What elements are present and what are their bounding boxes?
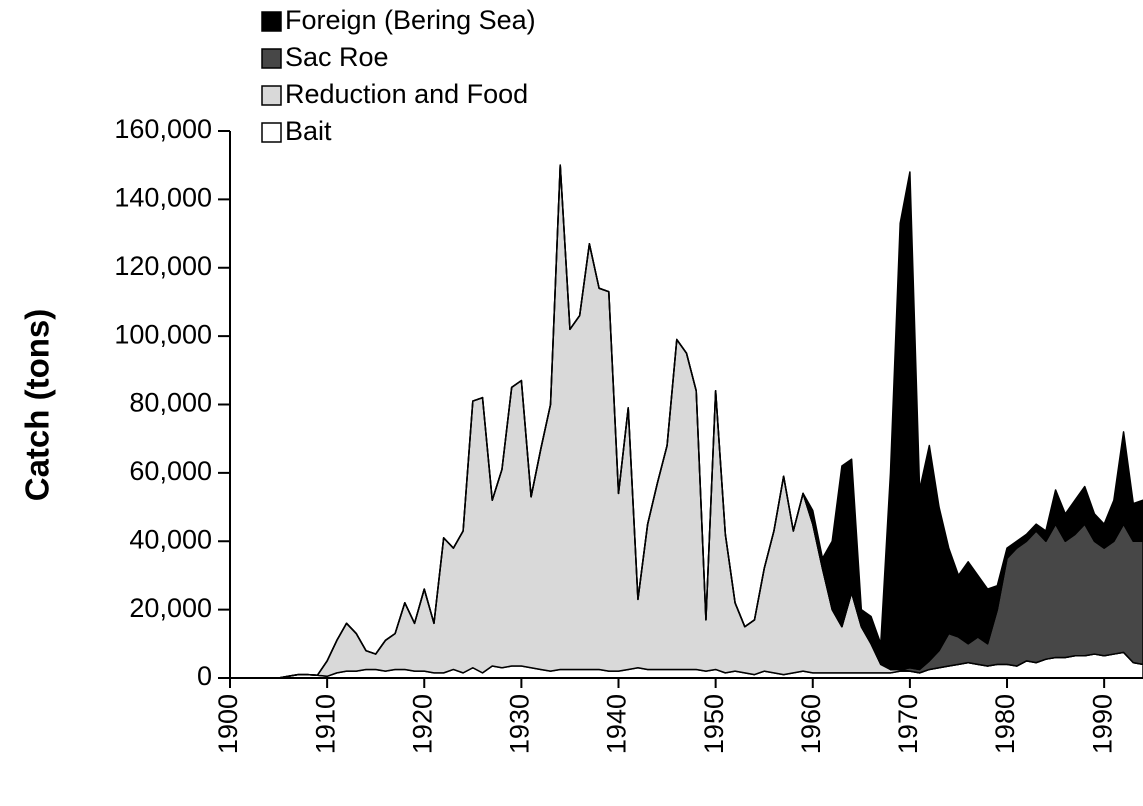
x-tick-label: 1940 xyxy=(602,694,632,754)
y-tick-label: 160,000 xyxy=(114,114,212,144)
legend-swatch xyxy=(261,122,282,143)
legend-label: Reduction and Food xyxy=(285,79,528,109)
y-tick-label: 40,000 xyxy=(129,524,212,554)
x-tick-label: 1980 xyxy=(990,694,1020,754)
x-tick-label: 1970 xyxy=(893,694,923,754)
legend-swatch xyxy=(261,85,282,106)
legend-swatch xyxy=(261,48,282,69)
y-tick-label: 60,000 xyxy=(129,456,212,486)
y-tick-label: 100,000 xyxy=(114,319,212,349)
y-axis-label: Catch (tons) xyxy=(19,309,56,502)
x-tick-label: 1950 xyxy=(699,694,729,754)
y-tick-label: 140,000 xyxy=(114,183,212,213)
area xyxy=(229,164,1143,679)
y-tick-label: 0 xyxy=(197,661,212,691)
x-tick-label: 1960 xyxy=(796,694,826,754)
legend-label: Bait xyxy=(285,116,332,146)
x-tick-label: 1900 xyxy=(213,694,243,754)
legend-swatch xyxy=(261,11,282,32)
x-tick-label: 1990 xyxy=(1087,694,1117,754)
y-tick-label: 20,000 xyxy=(129,593,212,623)
legend-label: Foreign (Bering Sea) xyxy=(285,5,536,35)
x-tick-label: 1930 xyxy=(505,694,535,754)
y-tick-label: 120,000 xyxy=(114,251,212,281)
y-tick-label: 80,000 xyxy=(129,388,212,418)
legend-label: Sac Roe xyxy=(285,42,389,72)
x-tick-label: 1910 xyxy=(310,694,340,754)
x-tick-label: 1920 xyxy=(407,694,437,754)
